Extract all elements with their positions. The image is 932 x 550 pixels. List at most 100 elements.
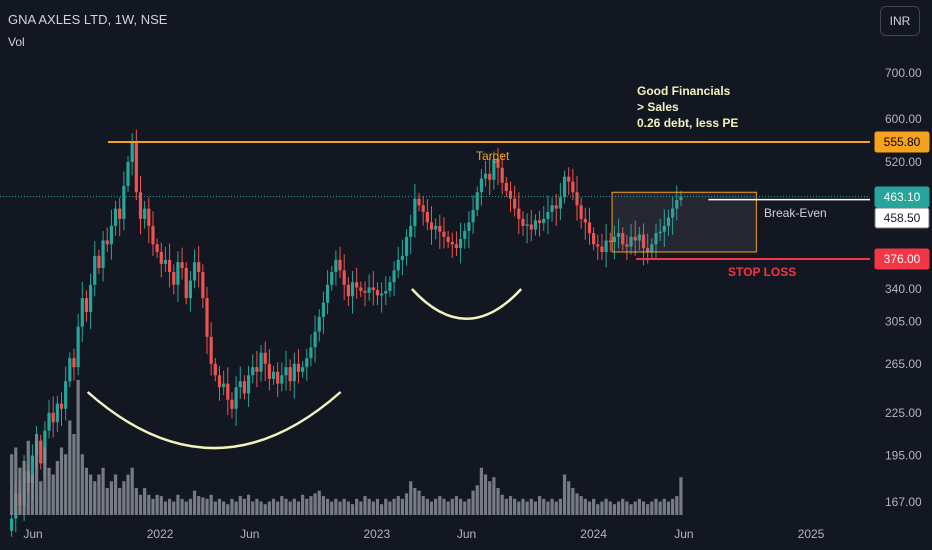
volume-bar: [39, 481, 43, 515]
candle-body: [500, 167, 504, 183]
volume-bar: [138, 494, 143, 515]
candle-body: [542, 218, 546, 224]
candle-body: [488, 173, 492, 180]
volume-bar: [97, 474, 101, 515]
volume-bar: [255, 498, 259, 515]
x-tick-label: Jun: [23, 527, 42, 541]
x-tick-label: Jun: [240, 527, 259, 541]
x-tick-label: 2024: [580, 527, 607, 541]
candle-body: [296, 363, 301, 372]
volume-bar: [301, 494, 305, 515]
x-tick-label: 2023: [364, 527, 391, 541]
volume-bar: [550, 498, 554, 515]
break-even-label: Break-Even: [764, 206, 827, 220]
candle-body: [363, 290, 367, 293]
volume-bar: [554, 501, 558, 515]
volume-bar: [675, 496, 679, 515]
candle-body: [521, 218, 525, 226]
price-badge-last-price: 463.10: [874, 186, 930, 208]
volume-bar: [209, 494, 213, 515]
candle-body: [621, 233, 625, 245]
badge-bg: [874, 186, 930, 208]
candle-body: [438, 225, 442, 232]
candle-body: [579, 205, 583, 219]
candle-body: [93, 255, 97, 285]
volume-bar: [438, 496, 442, 515]
volume-bar: [417, 490, 421, 515]
candle-body: [483, 173, 488, 179]
candle-body: [592, 233, 596, 245]
volume-bar: [363, 496, 367, 515]
currency-button[interactable]: INR: [880, 6, 920, 36]
volume-bar: [621, 498, 625, 515]
consolidation-box: [611, 191, 757, 253]
volume-bar: [155, 494, 159, 515]
candle-body: [159, 251, 163, 264]
candle-body: [571, 181, 575, 193]
candle-body: [496, 159, 500, 168]
candle-body: [89, 284, 93, 313]
candle-body: [301, 367, 305, 372]
candle-body: [650, 244, 654, 252]
candle-body: [51, 412, 55, 423]
price-badge-break-even: 458.50: [874, 207, 930, 229]
badge-bg: [874, 248, 930, 270]
volume-bar: [176, 494, 180, 515]
volume-bar: [558, 498, 562, 515]
candle-body: [246, 375, 251, 394]
volume-bar: [68, 420, 72, 515]
volume-bar: [533, 501, 538, 515]
y-tick-label: 265.00: [885, 357, 922, 371]
x-tick-label: Jun: [457, 527, 476, 541]
x-tick-label: 2022: [147, 527, 174, 541]
volume-bar: [388, 501, 392, 515]
volume-bar: [259, 501, 263, 515]
volume-bar: [650, 501, 654, 515]
candle-body: [567, 176, 571, 182]
candle-body: [226, 383, 230, 400]
candle-body: [251, 367, 255, 376]
volume-bar: [562, 474, 567, 515]
candle-body: [400, 255, 405, 260]
volume-bar: [55, 461, 59, 515]
candle-body: [342, 270, 346, 285]
candle-body: [504, 182, 508, 191]
volume-legend[interactable]: Vol: [8, 35, 25, 49]
y-tick-label: 167.00: [885, 495, 922, 509]
candle-body: [126, 161, 130, 186]
volume-bar: [251, 501, 255, 515]
symbol-title[interactable]: GNA AXLES LTD, 1W, NSE: [8, 12, 168, 27]
candle-body: [641, 234, 646, 249]
volume-bar: [654, 498, 658, 515]
candle-body: [338, 259, 342, 271]
volume-bar: [475, 485, 479, 515]
volume-bar: [496, 488, 500, 515]
candle-body: [371, 287, 375, 291]
candle-body: [475, 192, 479, 210]
volume-bar: [93, 481, 97, 515]
candle-body: [76, 326, 80, 368]
candle-body: [163, 259, 168, 264]
candle-body: [558, 197, 562, 209]
candle-body: [39, 440, 43, 464]
volume-bar: [122, 481, 126, 515]
candle-body: [463, 230, 467, 240]
candle-body: [625, 244, 629, 247]
candle-body: [122, 185, 126, 219]
candle-body: [658, 231, 662, 234]
volume-bar: [446, 501, 450, 515]
volume-bar: [10, 454, 14, 515]
volume-bar: [467, 498, 471, 515]
volume-bar: [579, 496, 583, 515]
candle-body: [97, 255, 101, 268]
volume-bar: [488, 481, 492, 515]
candle-body: [167, 259, 172, 273]
candle-body: [334, 259, 338, 273]
candle-body: [271, 371, 276, 379]
volume-bar: [413, 488, 417, 515]
candle-body: [608, 240, 612, 243]
candle-body: [633, 236, 637, 241]
volume-bar: [172, 501, 176, 515]
volume-bar: [604, 498, 608, 515]
